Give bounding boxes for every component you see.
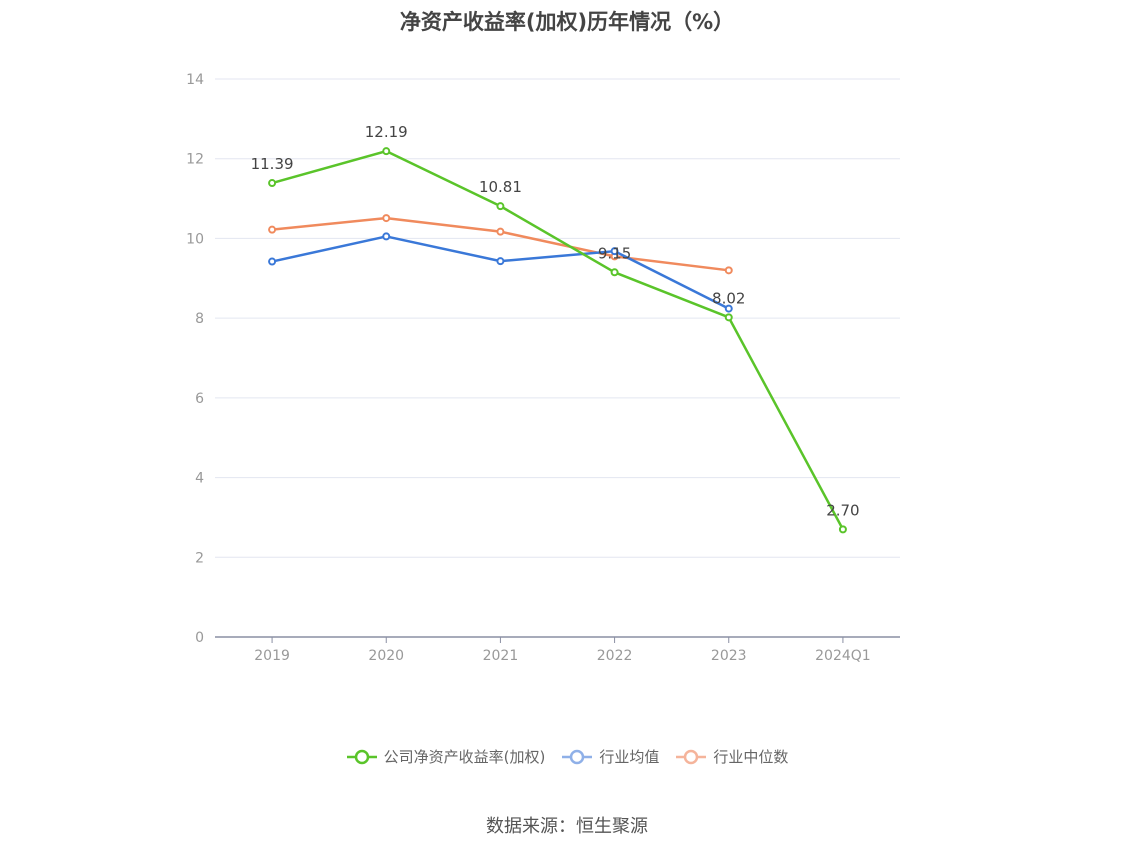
data-label: 9.15: [598, 244, 631, 262]
data-label: 2.70: [826, 501, 859, 519]
data-point: [268, 225, 277, 234]
y-tick-label: 8: [195, 311, 204, 327]
data-point: [496, 202, 505, 211]
data-label: 10.81: [479, 178, 522, 196]
series-line: [271, 149, 845, 530]
x-tick-label: 2024Q1: [815, 648, 871, 664]
data-point: [268, 257, 277, 266]
data-point: [724, 313, 733, 322]
series-lines: [268, 147, 847, 534]
x-tick-label: 2023: [711, 648, 747, 664]
x-tick-label: 2020: [368, 648, 404, 664]
data-labels: 11.39 12.19 10.81 9.15 8.02 2.70: [251, 123, 860, 519]
legend-label: 行业中位数: [713, 748, 789, 766]
legend-item-industry-mean[interactable]: 行业均值: [561, 746, 659, 767]
legend-item-industry-median[interactable]: 行业中位数: [675, 746, 788, 767]
data-source-note: 数据来源：恒生聚源: [486, 816, 648, 837]
legend-line-circle-icon: [562, 749, 593, 764]
line-chart: 0 2 4 6 8 10 12 14 2019 2020 2021 2022 2023 2024Q1 11…: [186, 72, 900, 664]
x-tick-label: 2019: [254, 648, 290, 664]
data-point: [838, 525, 847, 534]
legend: 公司净资产收益率(加权) 行业均值 行业中位数: [0, 746, 1134, 767]
data-label: 12.19: [365, 123, 408, 141]
y-tick-label: 6: [195, 391, 204, 407]
x-tick-label: 2021: [483, 648, 519, 664]
gridlines: [215, 78, 900, 558]
data-point: [496, 257, 505, 266]
data-label: 11.39: [251, 155, 294, 173]
chart-title: 净资产收益率(加权)历年情况（%）: [399, 10, 735, 34]
data-point: [496, 227, 505, 236]
legend-line-circle-icon: [346, 749, 377, 764]
data-point: [724, 266, 733, 275]
y-tick-label: 2: [195, 550, 204, 566]
data-point: [724, 304, 733, 313]
data-point: [382, 214, 391, 223]
legend-label: 行业均值: [599, 748, 660, 766]
y-tick-label: 4: [195, 471, 204, 487]
data-point: [382, 147, 391, 156]
y-tick-label: 12: [186, 152, 204, 168]
y-tick-label: 14: [186, 72, 204, 88]
x-tick-label: 2022: [597, 648, 633, 664]
data-point: [610, 247, 619, 256]
data-point: [268, 179, 277, 188]
y-tick-label: 0: [195, 630, 204, 646]
data-label: 8.02: [712, 289, 745, 307]
legend-line-circle-icon: [676, 749, 707, 764]
data-point: [382, 232, 391, 241]
data-point: [610, 268, 619, 277]
series-line: [271, 235, 730, 310]
legend-label: 公司净资产收益率(加权): [383, 748, 546, 766]
axes: 0 2 4 6 8 10 12 14 2019 2020 2021 2022 2023 2024Q1: [186, 72, 900, 664]
legend-item-company-roe[interactable]: 公司净资产收益率(加权): [346, 746, 546, 767]
y-tick-label: 10: [186, 231, 204, 247]
